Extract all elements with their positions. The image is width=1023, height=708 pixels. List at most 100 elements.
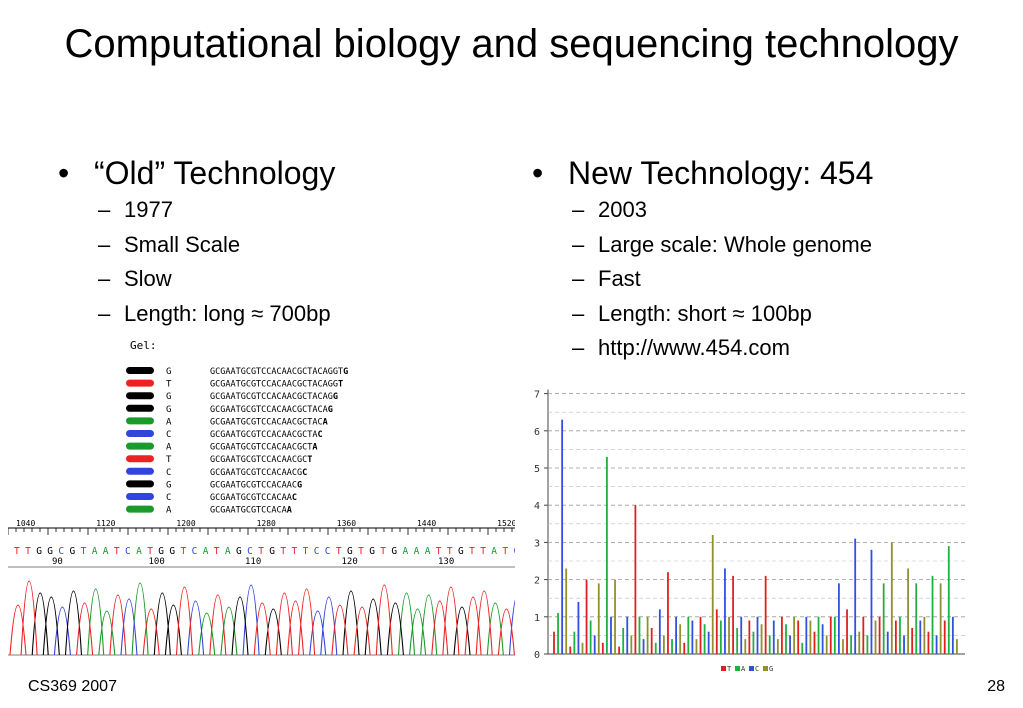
right-column: • New Technology: 454 –2003– Large scale:… [532, 153, 992, 366]
gel-base-label: G [166, 367, 171, 377]
gel-sequence-last-base: C [317, 430, 322, 440]
gel-band [126, 430, 154, 437]
dash-icon: – [572, 197, 585, 222]
y-tick-label: 1 [534, 613, 540, 624]
base-call: T [25, 546, 31, 557]
right-item: – http://www.454.com [532, 331, 992, 366]
left-item-text: Length: long ≈ 700bp [124, 300, 331, 326]
gel-sequence: GCGAATGCGTCCACAACGCT [210, 455, 312, 465]
y-tick-label: 6 [534, 427, 540, 438]
gel-sequence-last-base: G [343, 367, 348, 377]
gel-band [126, 367, 154, 374]
gel-base-label: C [166, 493, 171, 503]
gel-base-label: A [166, 417, 172, 427]
chromatogram-trace [9, 580, 515, 656]
gel-band [126, 493, 154, 500]
base-call: G [36, 546, 42, 557]
dash-icon: – [572, 266, 585, 291]
dash-icon: – [98, 300, 111, 326]
base-call: A [203, 546, 209, 557]
right-item-text: 2003 [598, 197, 647, 222]
base-call: T [336, 546, 342, 557]
gel-sequence-last-base: G [328, 405, 333, 415]
gel-sequence-last-base: A [287, 506, 292, 516]
legend-swatch [721, 666, 726, 671]
base-call: A [425, 546, 431, 557]
gel-sequence-last-base: A [312, 443, 317, 453]
base-call: T [469, 546, 475, 557]
gel-sequence: GCGAATGCGTCCACAACGCTACAGGTG [210, 367, 348, 377]
position-label: 110 [245, 557, 261, 567]
base-call: G [158, 546, 164, 557]
base-call: T [14, 546, 20, 557]
base-call: T [502, 546, 508, 557]
ruler-label: 1360 [337, 519, 356, 528]
gel-sequence: GCGAATGCGTCCACAACGC [210, 468, 307, 478]
page-number: 28 [987, 678, 1005, 695]
base-call: G [70, 546, 76, 557]
right-item-text: Length: short ≈ 100bp [598, 300, 812, 326]
position-label: 100 [149, 557, 165, 567]
base-call: C [125, 546, 131, 557]
gel-band [126, 379, 154, 387]
left-heading: • “Old” Technology [58, 155, 336, 191]
position-label: 90 [52, 557, 63, 567]
y-tick-label: 2 [534, 576, 540, 587]
gel-base-label: A [166, 506, 172, 516]
gel-band [126, 442, 154, 450]
base-call: T [436, 546, 442, 557]
base-call: A [491, 546, 497, 557]
position-label: 130 [438, 557, 454, 567]
gel-base-label: C [166, 468, 171, 478]
footer-left: CS369 2007 [28, 678, 117, 695]
gel-sequence-last-base: C [302, 468, 307, 478]
gel-base-label: T [166, 380, 172, 390]
base-call: T [447, 546, 453, 557]
left-item-text: Slow [124, 266, 172, 291]
base-call: C [314, 546, 320, 557]
gel-band [126, 467, 154, 475]
ruler-label: 1120 [96, 519, 115, 528]
base-call: T [280, 546, 286, 557]
gel-sequence: GCGAATGCGTCCACAACGCTAC [210, 430, 323, 440]
flowgram-figure: 0 1 2 3 4 5 6 7 T A C G [534, 389, 965, 673]
gel-sequence-last-base: G [333, 392, 338, 402]
gel-sequence: GCGAATGCGTCCACAACGCTACAGGT [210, 380, 343, 390]
left-column: • “Old” Technology –1977– Small Scale – Slo… [58, 153, 498, 331]
gel-sequence-last-base: C [292, 493, 297, 503]
base-call: T [380, 546, 386, 557]
right-heading: • New Technology: 454 [532, 155, 874, 191]
right-item: – Large scale: Whole genome [532, 228, 992, 263]
dash-icon: – [98, 266, 111, 291]
left-item: – Small Scale [58, 228, 498, 263]
base-call: T [358, 546, 364, 557]
gel-band [126, 417, 154, 425]
right-item-text: http://www.454.com [598, 335, 790, 360]
base-call: G [391, 546, 397, 557]
dash-icon: – [98, 231, 111, 257]
gel-base-label: A [166, 443, 172, 453]
right-item-text: Large scale: Whole genome [598, 231, 872, 257]
legend-swatch [735, 666, 740, 671]
gel-sequence: GCGAATGCGTCCACAACGCTACAG [210, 405, 333, 415]
chromatogram-trace [31, 590, 471, 656]
legend-label: G [769, 665, 773, 673]
gel-sequence: GCGAATGCGTCCACAA [210, 506, 292, 516]
base-call: T [292, 546, 298, 557]
ruler-label: 1280 [257, 519, 276, 528]
gel-base-label: C [166, 430, 171, 440]
gel-sequence-last-base: A [323, 417, 328, 427]
base-call: C [514, 546, 516, 557]
chromatogram-trace [53, 584, 515, 656]
base-call: T [114, 546, 120, 557]
y-tick-label: 0 [534, 650, 540, 661]
base-call: G [369, 546, 375, 557]
gel-sequence: GCGAATGCGTCCACAACGCTA [210, 443, 317, 453]
left-item-text: Small Scale [124, 231, 241, 257]
base-call: G [347, 546, 353, 557]
bullet-dot-icon: • [58, 155, 70, 191]
ruler-label: 1520 [497, 519, 515, 528]
gel-base-label: G [166, 392, 171, 402]
base-call: T [480, 546, 486, 557]
